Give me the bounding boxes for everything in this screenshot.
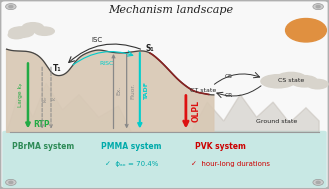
Text: Fluor.: Fluor. [130,83,135,99]
FancyBboxPatch shape [2,131,327,188]
Polygon shape [7,49,214,132]
Text: PVK system: PVK system [195,142,246,151]
Ellipse shape [9,27,34,37]
Ellipse shape [22,23,43,32]
Ellipse shape [261,75,295,88]
Text: RISC: RISC [100,61,114,66]
Text: CS: CS [225,74,233,79]
Text: OLPL: OLPL [191,100,200,122]
Text: kₙᵣ: kₙᵣ [42,95,47,101]
Text: Mechanism landscape: Mechanism landscape [109,5,234,15]
Ellipse shape [276,72,306,84]
Text: ✓  ϕₐₒ = 70.4%: ✓ ϕₐₒ = 70.4% [105,161,158,167]
Circle shape [6,4,16,10]
Text: RTP: RTP [33,120,50,129]
Text: PMMA system: PMMA system [101,142,162,151]
Text: CT state: CT state [190,88,216,93]
Circle shape [313,4,323,10]
Text: Ground state: Ground state [256,119,297,124]
Polygon shape [191,94,319,132]
Ellipse shape [291,76,317,87]
Text: TADF: TADF [144,82,149,100]
Circle shape [286,19,326,42]
Text: S₁: S₁ [145,44,154,53]
Ellipse shape [307,79,328,89]
Text: T₁: T₁ [53,64,62,74]
Circle shape [6,179,16,185]
Polygon shape [7,83,132,132]
Ellipse shape [8,31,25,39]
Text: PBrMA system: PBrMA system [12,142,74,151]
Text: Large kₚ: Large kₚ [18,82,23,107]
Text: ISC: ISC [91,36,103,43]
Circle shape [316,181,320,184]
Text: kⁱ: kⁱ [51,96,56,100]
Circle shape [9,5,13,8]
Circle shape [316,5,320,8]
Circle shape [9,181,13,184]
Text: CS state: CS state [278,78,304,83]
Circle shape [313,179,323,185]
Text: CR: CR [224,93,233,98]
Text: ✓  hour-long durations: ✓ hour-long durations [191,161,270,167]
Text: Ex.: Ex. [117,86,122,95]
Ellipse shape [35,27,54,35]
